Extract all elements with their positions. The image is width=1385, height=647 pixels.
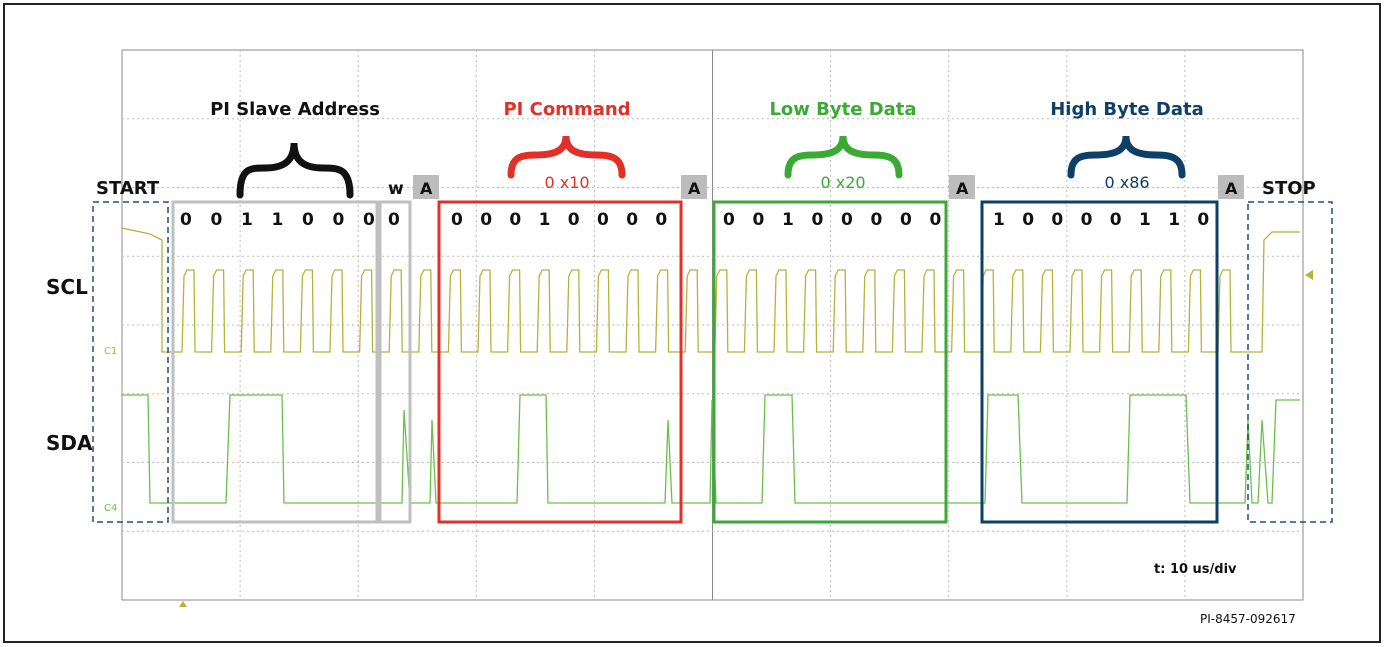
svg-text:A: A [420,179,433,198]
bit-label: 0 [626,210,638,230]
svg-text:A: A [1225,179,1238,198]
bit-label: 0 [180,210,192,230]
write-bit-value: 0 [388,210,400,230]
bit-label: 1 [993,210,1005,230]
bit-label: 1 [272,210,284,230]
high-byte-brace [1067,135,1186,179]
svg-text:A: A [688,179,701,198]
bit-label: 0 [568,210,580,230]
bit-label: 1 [539,210,551,230]
figure-frame [3,3,1381,643]
slave-address-title: PI Slave Address [210,99,380,120]
bit-label: 0 [1022,210,1034,230]
bit-label: 0 [753,210,765,230]
svg-text:A: A [956,179,969,198]
low-byte-hex: 0 x20 [820,173,865,192]
scl-label: SCL [46,275,88,299]
slave-address-brace [236,142,354,199]
sda-channel-tag: C4 [104,503,117,514]
bit-label: 1 [241,210,253,230]
command-brace [507,135,626,179]
command-hex: 0 x10 [544,173,589,192]
sda-waveform [122,394,1300,504]
ack-marker-3: A [949,175,975,199]
bit-label: 0 [480,210,492,230]
high-byte-box [980,200,1219,524]
low-byte-box [712,200,948,524]
ack-marker-2: A [681,175,707,199]
bit-label: 1 [1168,210,1180,230]
bit-label: 0 [509,210,521,230]
ack-marker-1: A [413,175,439,199]
command-title: PI Command [503,99,630,120]
bit-label: 0 [900,210,912,230]
scl-level-marker-icon [1305,270,1313,280]
bit-label: 0 [871,210,883,230]
low-byte-title: Low Byte Data [769,99,916,120]
write-label: w [388,179,404,199]
bit-label: 0 [302,210,314,230]
stop-label: STOP [1262,178,1316,199]
scl-channel-tag: C1 [104,346,117,357]
bit-label: 0 [211,210,223,230]
timebase-label: t: 10 us/div [1154,562,1237,577]
sda-label: SDA [46,431,93,455]
low-byte-brace [784,135,903,179]
bit-label: 0 [363,210,375,230]
start-box [92,201,169,523]
high-byte-title: High Byte Data [1050,99,1204,120]
bit-label: 0 [723,210,735,230]
bit-label: 0 [597,210,609,230]
start-label: START [96,178,160,199]
slave-address-box [171,200,379,524]
bit-label: 0 [930,210,942,230]
high-byte-hex: 0 x86 [1104,173,1149,192]
bit-label: 0 [1110,210,1122,230]
figure-id: PI-8457-092617 [1200,612,1296,626]
bit-label: 0 [841,210,853,230]
bit-label: 1 [782,210,794,230]
bit-label: 0 [451,210,463,230]
bit-label: 0 [1051,210,1063,230]
write-bit-box [378,200,412,524]
ack-marker-4: A [1218,175,1244,199]
bit-label: 0 [333,210,345,230]
bit-label: 0 [812,210,824,230]
stop-box [1247,201,1333,523]
command-box [437,200,683,524]
bit-label: 1 [1139,210,1151,230]
bit-label: 0 [1081,210,1093,230]
scl-waveform [121,227,1300,353]
trigger-marker-icon [179,601,187,607]
bit-label: 0 [655,210,667,230]
bit-label: 0 [1197,210,1209,230]
